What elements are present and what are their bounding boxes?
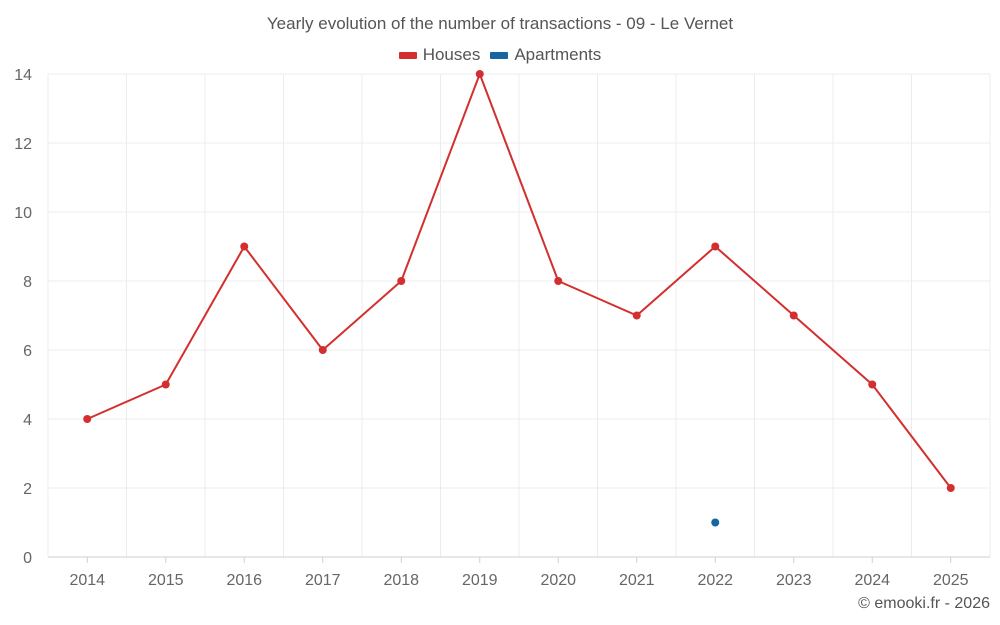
x-tick-label: 2025 <box>933 572 969 589</box>
y-tick-label: 6 <box>23 343 32 360</box>
x-tick-label: 2015 <box>148 572 184 589</box>
data-point-houses-2025 <box>946 484 955 492</box>
data-point-houses-2019 <box>475 70 484 78</box>
legend-item-houses[interactable]: Houses <box>398 45 481 65</box>
y-tick-label: 8 <box>23 274 32 291</box>
legend-swatch-houses <box>398 51 417 59</box>
x-tick-label: 2024 <box>854 572 890 589</box>
legend: Houses Apartments <box>0 45 1000 65</box>
grid <box>47 73 991 557</box>
y-tick-label: 0 <box>23 550 32 567</box>
data-point-houses-2021 <box>632 311 641 320</box>
x-tick-label: 2023 <box>776 572 812 589</box>
x-tick-label: 2018 <box>383 572 419 589</box>
x-tick-label: 2017 <box>305 572 341 589</box>
x-tick-label: 2014 <box>69 572 105 589</box>
data-point-houses-2020 <box>554 277 563 285</box>
data-point-houses-2022 <box>711 242 720 251</box>
legend-label-houses: Houses <box>422 45 481 64</box>
y-tick-label: 12 <box>14 136 32 153</box>
x-tick-label: 2019 <box>462 572 498 589</box>
y-tick-label: 4 <box>23 412 32 429</box>
chart-title: Yearly evolution of the number of transa… <box>266 14 734 33</box>
x-tick-label: 2022 <box>697 572 733 589</box>
data-point-houses-2014 <box>83 415 92 423</box>
legend-item-apartments[interactable]: Apartments <box>490 45 601 65</box>
data-point-apartments-2022 <box>711 518 720 527</box>
y-tick-label: 10 <box>14 205 32 222</box>
x-tick-label: 2020 <box>540 572 576 589</box>
series-line-houses <box>86 73 952 489</box>
series <box>83 70 955 527</box>
data-point-houses-2016 <box>240 242 249 251</box>
y-tick-label: 2 <box>23 481 32 498</box>
data-point-houses-2015 <box>161 380 170 389</box>
legend-swatch-apartments <box>490 51 509 59</box>
data-point-houses-2024 <box>868 380 877 389</box>
x-tick-label: 2021 <box>619 572 655 589</box>
x-tick-label: 2016 <box>226 572 262 589</box>
axes: 0 2 4 6 8 10 12 14 2014 2015 2016 2017 2018 2019 2020 2… <box>14 67 990 589</box>
data-point-houses-2018 <box>397 277 406 285</box>
y-tick-label: 14 <box>14 67 32 84</box>
data-point-houses-2023 <box>789 311 798 320</box>
credit-text: © emooki.fr - 2026 <box>858 595 990 612</box>
data-point-houses-2017 <box>318 346 327 354</box>
legend-label-apartments: Apartments <box>514 45 602 64</box>
